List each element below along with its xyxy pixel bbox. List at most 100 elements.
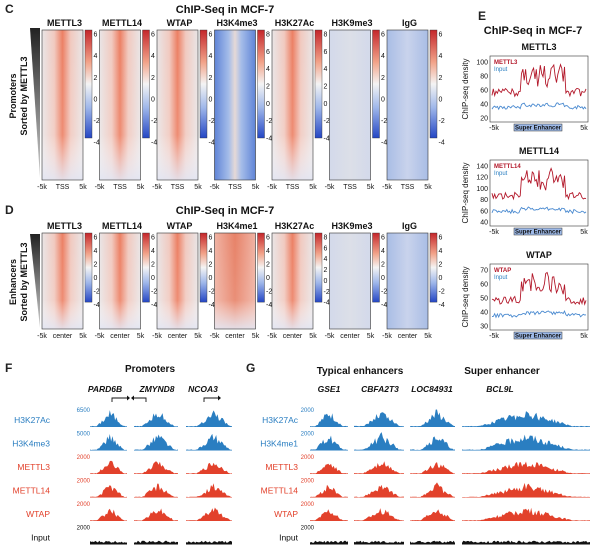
colorbar-tick: -2 — [381, 118, 387, 125]
y-tick: 60 — [480, 88, 488, 95]
track-label: WTAP — [274, 509, 298, 519]
signal-h3k4me3 — [186, 433, 232, 451]
heatmap-border — [214, 29, 256, 181]
track-scale: 2000 — [77, 479, 91, 485]
colorbar — [257, 232, 265, 303]
heatmap-row-promoters: METTL3 6 4 2 0 -2 -4 -5k TSS 5k METTL14 6 4 2 0 -2 -4 -5k… — [37, 18, 445, 191]
track-scale: 2000 — [301, 526, 315, 532]
colorbar-tick: -2 — [324, 118, 330, 125]
colorbar-tick: -2 — [94, 118, 100, 125]
y-axis-label: ChIP-seq density — [461, 59, 470, 120]
colorbar-tick: -2 — [151, 289, 157, 296]
heatmap-border — [329, 29, 371, 181]
tss-arrowhead — [131, 395, 134, 401]
legend-entry: METTL14 — [494, 164, 521, 170]
tss-arrowhead — [218, 395, 221, 401]
colorbar-tick: -4 — [94, 302, 100, 309]
signal-mettl3 — [134, 461, 178, 474]
plot-title: WTAP — [526, 250, 552, 260]
signal-wtap — [186, 507, 232, 521]
x-tick: TSS — [401, 184, 415, 191]
colorbar-tick: -2 — [439, 118, 445, 125]
heatmap-cell — [387, 233, 428, 329]
signal-h3k4me1 — [410, 436, 455, 451]
track-scale: 2000 — [301, 432, 315, 438]
colorbar-tick: 4 — [151, 248, 155, 255]
y-tick: 60 — [480, 282, 488, 289]
x-tick: 5k — [580, 125, 588, 132]
plot-title: METTL3 — [522, 42, 557, 52]
x-tick: center — [225, 333, 245, 340]
track-label: Input — [279, 533, 299, 543]
column-header: H3K9me3 — [331, 221, 372, 231]
track-scale: 2000 — [77, 455, 91, 461]
panel-title: ChIP-Seq in MCF-7 — [484, 25, 582, 37]
signal-h3k4me1 — [354, 432, 404, 451]
colorbar-tick: 6 — [381, 32, 385, 39]
heatmap-fade — [99, 233, 141, 329]
colorbar-tick: 6 — [381, 235, 385, 242]
heatmap-cell — [387, 30, 428, 180]
track-label: WTAP — [26, 509, 50, 519]
colorbar-tick: 2 — [94, 262, 98, 269]
heatmap-border — [41, 29, 84, 181]
panel-title: Promoters — [125, 364, 175, 375]
y-tick: 30 — [480, 324, 488, 331]
super-enhancer-box — [513, 227, 563, 236]
track-scale: 2000 — [301, 502, 315, 508]
x-tick: -5k — [95, 333, 105, 340]
panel-e: E ChIP-Seq in MCF-7 METTL3 100 80 60 40 20 ChI… — [461, 9, 589, 340]
colorbar-tick: -4 — [209, 302, 215, 309]
x-tick: 5k — [137, 333, 145, 340]
signal-mettl14 — [90, 485, 127, 498]
colorbar-tick: -2 — [209, 289, 215, 296]
x-tick: 5k — [367, 333, 375, 340]
heatmap-fade — [99, 30, 141, 180]
x-tick: -5k — [325, 333, 335, 340]
panel-d: D ChIP-Seq in MCF-7 Enhancers Sorted by … — [5, 203, 445, 340]
y-tick: 20 — [480, 116, 488, 123]
column-header: H3K9me3 — [331, 18, 372, 28]
series-line-wtap — [491, 271, 587, 306]
signal-mettl3 — [462, 461, 590, 474]
column-header: H3K27Ac — [275, 18, 315, 28]
heatmap-border — [99, 232, 141, 330]
signal-mettl3 — [410, 462, 455, 474]
colorbar-tick: 2 — [151, 262, 155, 269]
colorbar-tick: 0 — [439, 275, 443, 282]
y-tick: 50 — [480, 296, 488, 303]
colorbar-tick: 0 — [324, 101, 328, 108]
colorbar-tick: 2 — [439, 262, 443, 269]
x-tick: 5k — [194, 184, 202, 191]
signal-mettl3 — [354, 461, 404, 474]
colorbar — [314, 29, 323, 139]
heatmap-fade — [272, 30, 313, 180]
genome-tracks-promoters: PARD6B ZMYND8 NCOA3 H3K27Ac 6500 H3K4me3 5000 M… — [12, 384, 232, 545]
x-tick: 5k — [137, 184, 145, 191]
heatmap-fade — [272, 233, 313, 329]
track-label: METTL3 — [17, 462, 50, 472]
colorbar — [84, 29, 93, 139]
gene-label: ZMYND8 — [139, 384, 175, 394]
colorbar-tick: 4 — [266, 66, 270, 73]
colorbar-tick: -2 — [381, 289, 387, 296]
y-tick: 100 — [476, 186, 488, 193]
signal-mettl3 — [186, 462, 232, 474]
y-tick: 120 — [476, 175, 488, 182]
x-tick: 5k — [309, 184, 317, 191]
x-tick: 5k — [309, 333, 317, 340]
x-tick: -5k — [210, 184, 220, 191]
colorbar — [142, 29, 150, 139]
signal-input — [90, 540, 127, 545]
x-tick: -5k — [382, 333, 392, 340]
signal-h3k27ac — [186, 410, 232, 427]
y-tick: 100 — [476, 60, 488, 67]
super-enhancer-box — [513, 331, 563, 340]
colorbar-tick: 0 — [266, 275, 270, 282]
colorbar-tick: 6 — [209, 235, 213, 242]
plot-title: METTL14 — [519, 146, 559, 156]
x-tick: -5k — [95, 184, 105, 191]
colorbar-tick: -4 — [94, 140, 100, 147]
y-tick: 40 — [480, 310, 488, 317]
super-enhancer-label: Super Enhancer — [515, 230, 562, 236]
